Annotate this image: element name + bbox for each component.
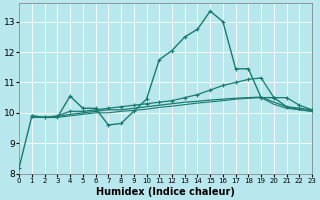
X-axis label: Humidex (Indice chaleur): Humidex (Indice chaleur) xyxy=(96,187,235,197)
